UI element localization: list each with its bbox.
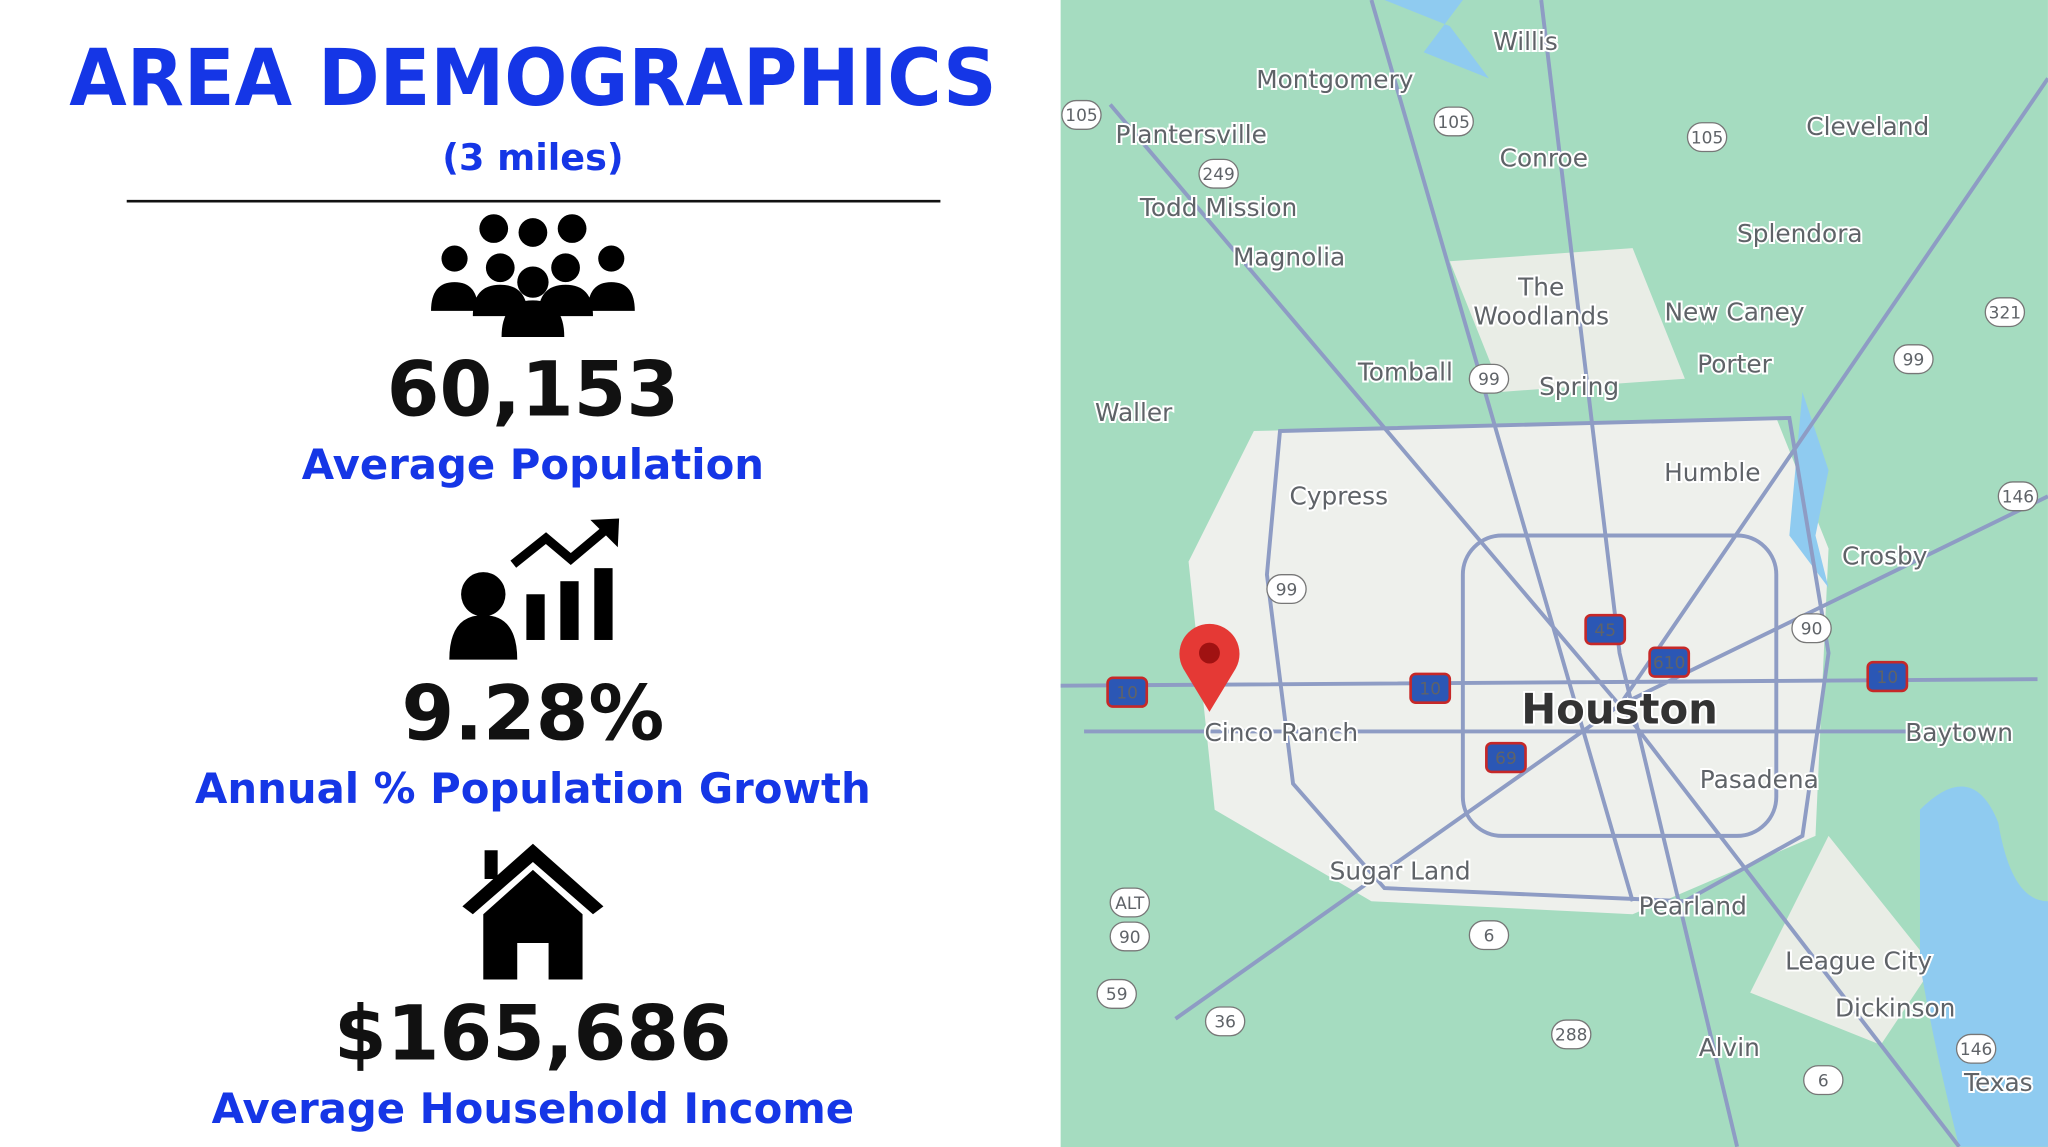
shield-number: 90 bbox=[1119, 928, 1141, 948]
highway-shield bbox=[1866, 660, 1909, 693]
place-label: New Caney bbox=[1664, 297, 1804, 326]
place-label: Splendora bbox=[1737, 219, 1863, 248]
place-label: Tomball bbox=[1357, 358, 1453, 387]
title: AREA DEMOGRAPHICS bbox=[69, 33, 996, 124]
highway-shield bbox=[1984, 297, 2026, 328]
place-label: Todd Mission bbox=[1139, 193, 1297, 222]
shield-number: 10 bbox=[1116, 684, 1138, 704]
highway-shield bbox=[1266, 574, 1307, 605]
shield-number: 45 bbox=[1594, 621, 1616, 641]
place-label: Crosby bbox=[1842, 542, 1927, 571]
shield-number: 99 bbox=[1903, 350, 1925, 370]
highway-shield bbox=[1997, 481, 2039, 512]
city-label-major: Houston bbox=[1521, 684, 1718, 733]
place-label: Dickinson bbox=[1835, 994, 1955, 1023]
highway-shield bbox=[1198, 158, 1239, 189]
place-label: Sugar Land bbox=[1330, 856, 1471, 885]
highway-shield bbox=[1893, 344, 1934, 375]
place-label: Texas bbox=[1963, 1068, 2033, 1097]
stat-value: 9.28% bbox=[402, 669, 665, 757]
place-label: Cleveland bbox=[1806, 112, 1929, 141]
shield-number: 6 bbox=[1818, 1071, 1829, 1091]
highway-shield bbox=[1109, 887, 1151, 918]
place-label: Pasadena bbox=[1700, 765, 1819, 794]
place-label: Baytown bbox=[1905, 718, 2013, 747]
shield-number: ALT bbox=[1115, 894, 1145, 914]
stat-label: Average Population bbox=[302, 440, 764, 489]
place-label: Cypress bbox=[1290, 482, 1388, 511]
shield-number: 90 bbox=[1801, 620, 1823, 640]
stat-label: Average Household Income bbox=[212, 1084, 855, 1133]
shield-number: 99 bbox=[1276, 580, 1298, 600]
highway-shield bbox=[1106, 676, 1149, 708]
shield-number: 288 bbox=[1555, 1026, 1587, 1046]
place-label: Porter bbox=[1697, 350, 1772, 379]
highway-shield bbox=[1791, 613, 1832, 644]
highway-shield bbox=[1551, 1019, 1592, 1050]
shield-number: 146 bbox=[2002, 488, 2034, 508]
highway-shield bbox=[1409, 672, 1452, 704]
house-icon bbox=[462, 843, 604, 980]
stat-value: 60,153 bbox=[387, 345, 679, 433]
highway-shield bbox=[1686, 122, 1728, 153]
highway-shield bbox=[1485, 741, 1527, 774]
shield-number: 105 bbox=[1438, 113, 1470, 133]
growth-icon bbox=[449, 518, 620, 660]
highway-shield bbox=[1096, 978, 1137, 1009]
place-label: Montgomery bbox=[1256, 65, 1413, 94]
shield-number: 105 bbox=[1691, 128, 1723, 148]
place-label: Woodlands bbox=[1473, 301, 1609, 330]
highway-shield bbox=[1433, 106, 1474, 137]
place-label: Plantersville bbox=[1115, 120, 1266, 149]
place-label: Pearland bbox=[1639, 892, 1747, 921]
shield-number: 69 bbox=[1495, 749, 1517, 769]
shield-number: 610 bbox=[1653, 653, 1685, 673]
highway-shield bbox=[1648, 646, 1691, 678]
highway-shield bbox=[1109, 921, 1151, 952]
highway-shield bbox=[1468, 920, 1510, 951]
highway-shield bbox=[1468, 363, 1510, 394]
left-panel bbox=[0, 0, 1061, 1147]
shield-number: 10 bbox=[1419, 680, 1441, 700]
shield-number: 99 bbox=[1478, 370, 1500, 390]
highway-shield bbox=[1061, 99, 1102, 130]
place-label: Alvin bbox=[1699, 1033, 1760, 1062]
place-label: Cinco Ranch bbox=[1205, 718, 1359, 747]
shield-number: 321 bbox=[1989, 303, 2021, 323]
people-icon bbox=[431, 214, 635, 337]
subtitle: (3 miles) bbox=[442, 136, 623, 179]
shield-number: 105 bbox=[1065, 106, 1097, 126]
shield-number: 10 bbox=[1877, 668, 1899, 688]
place-label: Conroe bbox=[1500, 143, 1588, 172]
stat-value: $165,686 bbox=[334, 989, 732, 1077]
place-label: League City bbox=[1785, 947, 1932, 976]
shield-number: 59 bbox=[1106, 985, 1128, 1005]
place-label: Magnolia bbox=[1233, 243, 1345, 272]
shield-number: 249 bbox=[1202, 165, 1234, 185]
highway-shield bbox=[1955, 1033, 1997, 1064]
shield-number: 6 bbox=[1484, 926, 1495, 946]
place-label: Humble bbox=[1664, 458, 1760, 487]
place-label: Spring bbox=[1539, 372, 1619, 401]
place-label: The bbox=[1517, 273, 1564, 302]
place-label: Willis bbox=[1493, 27, 1557, 56]
stat-label: Annual % Population Growth bbox=[195, 764, 871, 813]
shield-number: 146 bbox=[1960, 1040, 1992, 1060]
shield-number: 36 bbox=[1214, 1013, 1236, 1033]
place-label: Waller bbox=[1095, 398, 1173, 427]
highway-shield bbox=[1584, 613, 1627, 646]
map-pin bbox=[1179, 623, 1240, 712]
highway-shield bbox=[1803, 1065, 1844, 1096]
highway-shield bbox=[1204, 1006, 1246, 1037]
